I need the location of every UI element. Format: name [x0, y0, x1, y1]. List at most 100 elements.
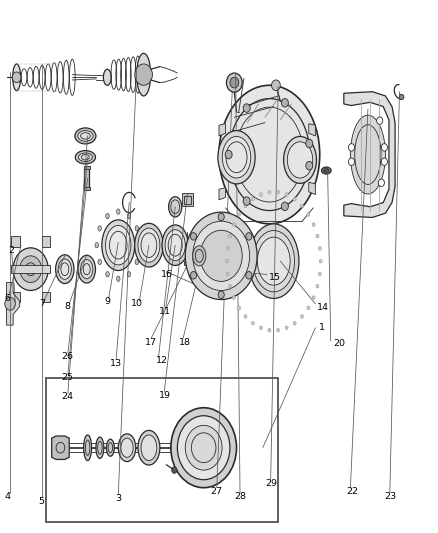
- Ellipse shape: [95, 243, 99, 248]
- Text: 23: 23: [385, 492, 397, 501]
- Ellipse shape: [75, 150, 95, 164]
- Circle shape: [226, 73, 242, 92]
- Bar: [11, 265, 50, 273]
- Circle shape: [243, 104, 250, 112]
- Ellipse shape: [237, 306, 240, 310]
- Bar: [184, 196, 191, 204]
- Circle shape: [230, 77, 239, 88]
- Ellipse shape: [96, 437, 104, 458]
- Ellipse shape: [244, 314, 247, 318]
- Ellipse shape: [284, 136, 316, 183]
- Circle shape: [200, 230, 242, 281]
- Ellipse shape: [56, 255, 74, 284]
- Circle shape: [243, 197, 250, 205]
- Text: 13: 13: [110, 359, 123, 368]
- Text: 14: 14: [317, 303, 329, 311]
- Circle shape: [281, 99, 288, 107]
- Ellipse shape: [106, 439, 114, 456]
- Text: 25: 25: [61, 373, 73, 382]
- Ellipse shape: [229, 235, 232, 238]
- Ellipse shape: [127, 272, 131, 277]
- Circle shape: [246, 232, 252, 240]
- Ellipse shape: [193, 246, 206, 266]
- Ellipse shape: [318, 272, 321, 276]
- Polygon shape: [219, 124, 226, 136]
- Circle shape: [348, 144, 354, 151]
- Circle shape: [246, 271, 252, 279]
- Bar: [185, 243, 190, 265]
- Text: 18: 18: [179, 338, 191, 346]
- Text: 29: 29: [265, 479, 277, 488]
- Text: 19: 19: [159, 391, 171, 400]
- Circle shape: [185, 425, 222, 470]
- Text: 12: 12: [156, 357, 168, 365]
- Circle shape: [191, 271, 197, 279]
- Bar: [84, 168, 89, 189]
- Ellipse shape: [251, 197, 254, 201]
- Ellipse shape: [245, 268, 253, 276]
- Text: 22: 22: [346, 487, 358, 496]
- Ellipse shape: [249, 224, 299, 298]
- Ellipse shape: [138, 228, 160, 262]
- Polygon shape: [219, 188, 226, 200]
- Text: 26: 26: [61, 352, 73, 360]
- Ellipse shape: [293, 321, 296, 325]
- Ellipse shape: [307, 306, 310, 310]
- Ellipse shape: [117, 276, 120, 281]
- Text: 20: 20: [334, 340, 346, 348]
- Ellipse shape: [138, 243, 141, 248]
- Ellipse shape: [219, 85, 320, 224]
- Polygon shape: [309, 182, 315, 195]
- Ellipse shape: [98, 225, 102, 231]
- Bar: [195, 245, 201, 276]
- Ellipse shape: [117, 209, 120, 214]
- Ellipse shape: [98, 259, 102, 265]
- Ellipse shape: [141, 435, 157, 461]
- Text: 9: 9: [104, 297, 110, 305]
- Circle shape: [185, 212, 257, 300]
- Ellipse shape: [78, 153, 92, 161]
- Ellipse shape: [312, 223, 315, 227]
- Ellipse shape: [276, 190, 279, 194]
- Ellipse shape: [300, 314, 304, 318]
- Circle shape: [306, 161, 313, 170]
- Bar: [184, 261, 191, 265]
- Ellipse shape: [250, 273, 252, 276]
- Bar: [182, 193, 193, 206]
- Ellipse shape: [84, 435, 92, 461]
- Ellipse shape: [316, 284, 319, 288]
- Ellipse shape: [285, 326, 288, 330]
- Circle shape: [399, 94, 404, 100]
- Ellipse shape: [237, 213, 240, 216]
- Ellipse shape: [118, 434, 136, 462]
- Circle shape: [272, 80, 280, 91]
- Ellipse shape: [229, 284, 232, 288]
- Ellipse shape: [102, 220, 135, 271]
- Bar: [84, 187, 90, 190]
- Polygon shape: [11, 292, 20, 302]
- Text: 3: 3: [115, 494, 121, 503]
- Polygon shape: [309, 124, 315, 136]
- Ellipse shape: [268, 190, 271, 194]
- Circle shape: [172, 467, 177, 473]
- Text: 8: 8: [65, 302, 71, 311]
- Ellipse shape: [121, 438, 133, 457]
- Ellipse shape: [226, 247, 229, 251]
- Ellipse shape: [318, 247, 321, 251]
- Text: 28: 28: [235, 492, 247, 501]
- Bar: [46, 378, 278, 522]
- Circle shape: [218, 213, 224, 221]
- Ellipse shape: [218, 131, 255, 184]
- Ellipse shape: [233, 296, 236, 300]
- Ellipse shape: [226, 260, 229, 263]
- Ellipse shape: [58, 259, 71, 279]
- Ellipse shape: [78, 131, 93, 141]
- Text: 7: 7: [39, 300, 46, 308]
- Text: 17: 17: [145, 338, 157, 346]
- Ellipse shape: [106, 225, 131, 265]
- Circle shape: [191, 232, 197, 240]
- Ellipse shape: [138, 431, 160, 465]
- Ellipse shape: [135, 260, 138, 265]
- Text: 24: 24: [61, 392, 73, 401]
- Circle shape: [381, 144, 388, 151]
